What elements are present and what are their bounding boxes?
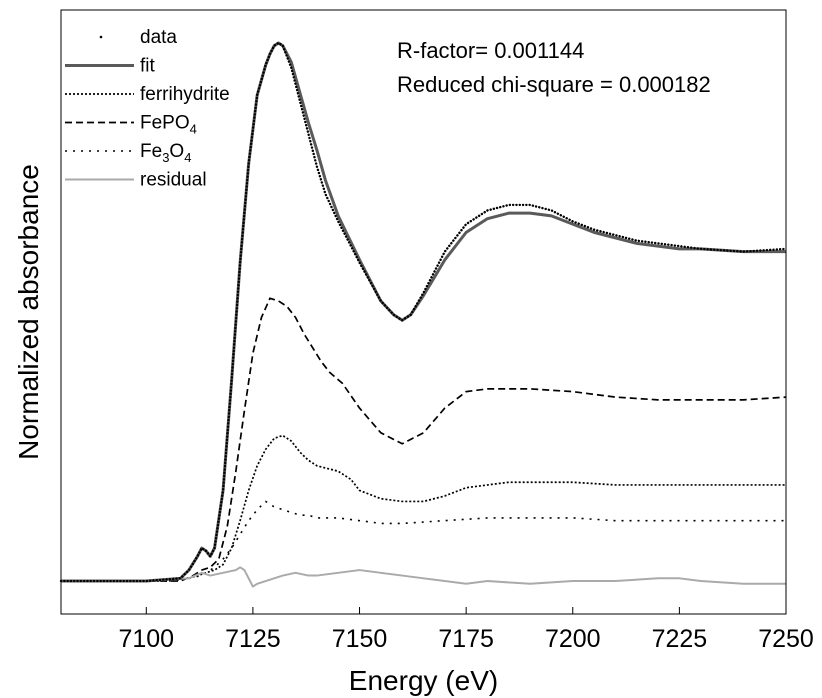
legend: data fit ferrihydrite FePO4 Fe3O4 residual [65, 27, 230, 191]
legend-entry-data: data [99, 27, 177, 48]
x-axis-ticks: 7100 7125 7150 7175 7200 7225 7250 [118, 607, 814, 653]
legend-entry-residual: residual [65, 170, 207, 191]
legend-entry-fepo4: FePO4 [65, 113, 197, 137]
series-line-fepo4 [61, 297, 787, 582]
legend-label: residual [140, 170, 207, 191]
series-line-data [59, 41, 788, 583]
x-tick-label: 7200 [545, 625, 601, 653]
reduced-chi-square-annotation: Reduced chi-square = 0.000182 [397, 72, 711, 97]
legend-swatch [99, 35, 103, 39]
x-tick-label: 7225 [652, 625, 708, 653]
x-tick-label: 7125 [225, 625, 281, 653]
legend-label: data [140, 27, 177, 48]
x-tick-label: 7100 [118, 625, 174, 653]
x-tick-label: 7175 [438, 625, 494, 653]
legend-label: fit [140, 56, 156, 77]
series-line-ferrihydrite [61, 434, 786, 582]
axes-layer [60, 9, 787, 615]
legend-entry-ferrihydrite: ferrihydrite [65, 84, 230, 105]
legend-entry-fe3o4: Fe3O4 [65, 141, 191, 165]
series-line-residual [61, 566, 786, 588]
y-axis-title: Normalized absorbance [13, 164, 44, 460]
series-line-fe3o4 [61, 500, 786, 582]
series-line-fit [61, 41, 786, 583]
legend-label: FePO4 [140, 113, 197, 137]
legend-label: ferrihydrite [140, 84, 230, 105]
x-tick-label: 7150 [332, 625, 388, 653]
legend-label: Fe3O4 [140, 141, 191, 165]
r-factor-annotation: R-factor= 0.001144 [397, 38, 584, 63]
x-axis-title: Energy (eV) [349, 665, 498, 696]
series-layer [59, 41, 788, 588]
plot-frame [60, 9, 787, 615]
x-tick-label: 7250 [758, 625, 814, 653]
legend-entry-fit: fit [65, 56, 156, 77]
